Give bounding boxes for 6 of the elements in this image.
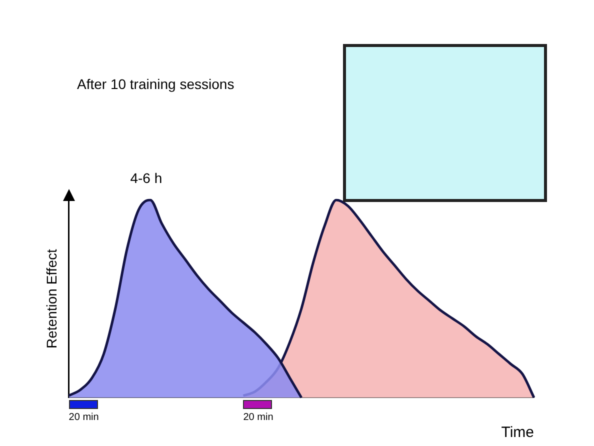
- chart-title: After 10 training sessions: [77, 76, 234, 92]
- x-axis-title: Time: [501, 424, 534, 442]
- text: 20 min: [68, 412, 99, 423]
- y-axis-title: Retention Effect: [43, 249, 60, 348]
- text: 20 min: [243, 412, 274, 423]
- text: 4-6 h: [130, 170, 162, 186]
